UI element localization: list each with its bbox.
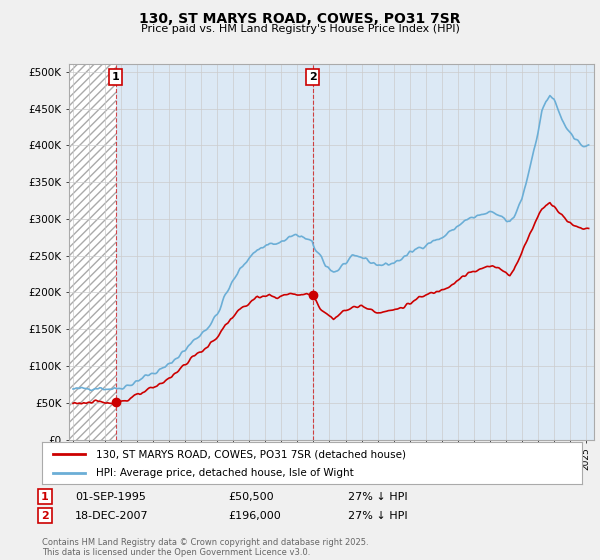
Text: 27% ↓ HPI: 27% ↓ HPI xyxy=(348,492,407,502)
Text: HPI: Average price, detached house, Isle of Wight: HPI: Average price, detached house, Isle… xyxy=(96,468,354,478)
Text: 1: 1 xyxy=(41,492,49,502)
Text: 130, ST MARYS ROAD, COWES, PO31 7SR: 130, ST MARYS ROAD, COWES, PO31 7SR xyxy=(139,12,461,26)
Text: Price paid vs. HM Land Registry's House Price Index (HPI): Price paid vs. HM Land Registry's House … xyxy=(140,24,460,34)
Text: 1: 1 xyxy=(112,72,119,82)
Text: £196,000: £196,000 xyxy=(228,511,281,521)
Text: Contains HM Land Registry data © Crown copyright and database right 2025.
This d: Contains HM Land Registry data © Crown c… xyxy=(42,538,368,557)
Text: 130, ST MARYS ROAD, COWES, PO31 7SR (detached house): 130, ST MARYS ROAD, COWES, PO31 7SR (det… xyxy=(96,449,406,459)
Text: 2: 2 xyxy=(41,511,49,521)
Text: 18-DEC-2007: 18-DEC-2007 xyxy=(75,511,149,521)
Text: £50,500: £50,500 xyxy=(228,492,274,502)
Text: 2: 2 xyxy=(309,72,317,82)
Text: 01-SEP-1995: 01-SEP-1995 xyxy=(75,492,146,502)
Text: 27% ↓ HPI: 27% ↓ HPI xyxy=(348,511,407,521)
